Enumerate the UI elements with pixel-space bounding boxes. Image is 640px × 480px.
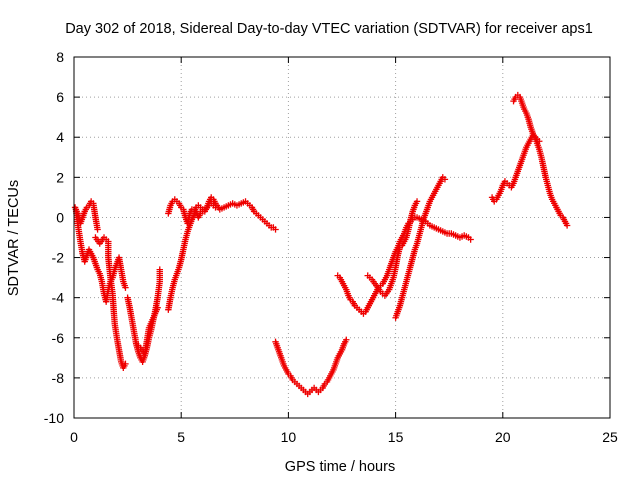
data-point [94, 226, 101, 233]
series-seg13 [510, 91, 571, 229]
data-point [154, 304, 161, 311]
data-point [156, 266, 163, 273]
y-tick-label: 0 [56, 209, 64, 225]
series-seg7 [165, 194, 279, 233]
data-points [71, 91, 571, 398]
x-tick-label: 20 [495, 429, 511, 445]
tick-labels: 0 5 10 15 20 25 -10 -8 -6 -4 -2 0 2 4 6 8 [44, 49, 618, 445]
data-point [413, 198, 421, 205]
x-tick-label: 10 [281, 429, 297, 445]
y-tick-label: -2 [52, 250, 65, 266]
y-tick-label: 4 [56, 129, 64, 145]
x-tick-label: 5 [177, 429, 185, 445]
x-tick-label: 15 [388, 429, 404, 445]
data-point [272, 226, 279, 233]
series-seg8 [272, 336, 350, 398]
chart-title: Day 302 of 2018, Sidereal Day-to-day VTE… [65, 21, 593, 37]
series-seg5 [132, 304, 161, 358]
data-point [343, 336, 350, 343]
y-axis-label: SDTVAR / TECUs [6, 180, 22, 296]
y-tick-label: -8 [52, 370, 65, 386]
x-tick-label: 0 [70, 429, 78, 445]
y-tick-label: 2 [56, 169, 64, 185]
plot-frame [73, 56, 611, 419]
x-axis-label: GPS time / hours [285, 459, 395, 475]
grid [74, 57, 610, 418]
y-tick-label: -4 [52, 290, 65, 306]
series-seg10 [364, 198, 421, 299]
series-seg2 [72, 208, 129, 305]
series-seg11 [392, 174, 449, 321]
x-tick-label: 25 [602, 429, 618, 445]
y-tick-label: 6 [56, 89, 64, 105]
y-tick-label: -10 [44, 410, 64, 426]
y-tick-label: 8 [56, 49, 64, 65]
data-point [122, 284, 129, 291]
data-point [563, 222, 571, 229]
data-point [122, 360, 129, 368]
series-seg3 [92, 234, 129, 372]
data-point [467, 236, 474, 243]
data-point [441, 176, 449, 183]
y-tick-label: -6 [52, 330, 65, 346]
